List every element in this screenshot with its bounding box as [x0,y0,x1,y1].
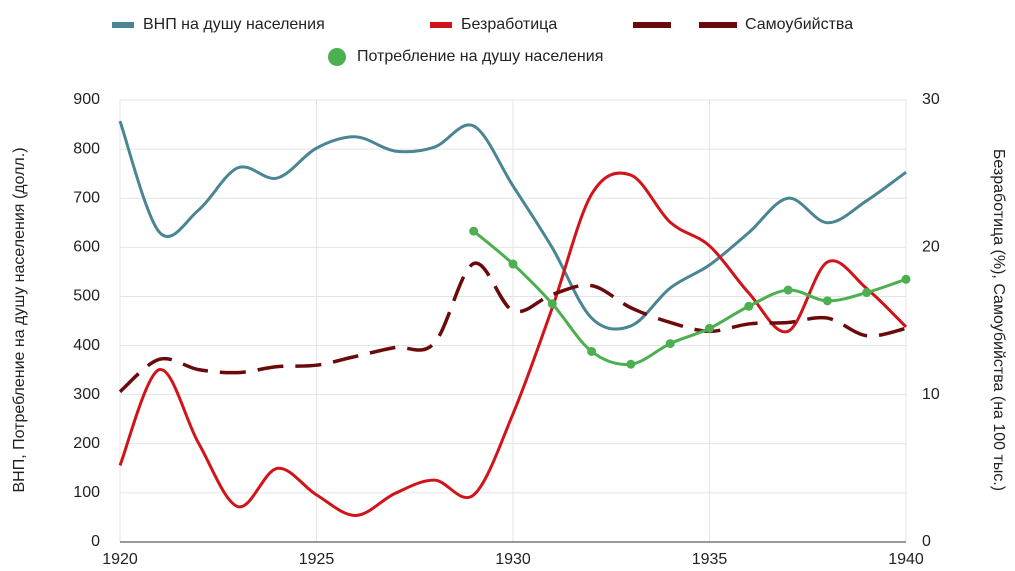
data-point [705,323,714,333]
x-tick-label: 1920 [102,551,138,568]
x-tick-label: 1940 [888,551,924,568]
x-tick-label: 1930 [495,551,531,568]
y2-tick-label: 0 [922,533,931,550]
y2-tick-label: 10 [922,386,940,403]
y-tick-label: 200 [73,435,100,452]
y2-axis-title: Безработица (%), Самоубийства (на 100 ты… [990,149,1007,491]
legend-label: ВНП на душу населения [143,16,325,33]
data-point [469,226,479,236]
y-tick-label: 600 [73,239,100,256]
data-point [508,259,518,269]
x-tick-label: 1925 [299,551,335,568]
y-tick-label: 400 [73,337,100,354]
y-tick-label: 300 [73,386,100,403]
data-point [665,339,675,349]
legend-label: Потребление на душу населения [357,48,603,65]
legend-label: Безработица [461,16,557,33]
y-tick-label: 500 [73,288,100,305]
data-point [822,296,832,306]
x-tick-label: 1935 [692,551,728,568]
y-tick-label: 100 [73,484,100,501]
data-point [862,288,872,298]
legend-label: Самоубийства [745,16,853,33]
data-point [783,285,793,295]
y-tick-label: 900 [73,91,100,108]
y2-tick-label: 20 [922,239,940,256]
series-line [118,261,907,394]
y-tick-label: 0 [91,533,100,550]
legend-marker [328,48,346,66]
series-line [118,120,907,331]
y-axis-title: ВНП, Потребление на душу населения (долл… [11,147,28,492]
data-point [587,346,597,356]
data-point [547,299,557,309]
data-point [901,274,911,284]
y2-tick-label: 30 [922,91,940,108]
y-tick-label: 800 [73,140,100,157]
y-tick-label: 700 [73,189,100,206]
data-point [626,359,636,369]
data-point [744,301,754,311]
